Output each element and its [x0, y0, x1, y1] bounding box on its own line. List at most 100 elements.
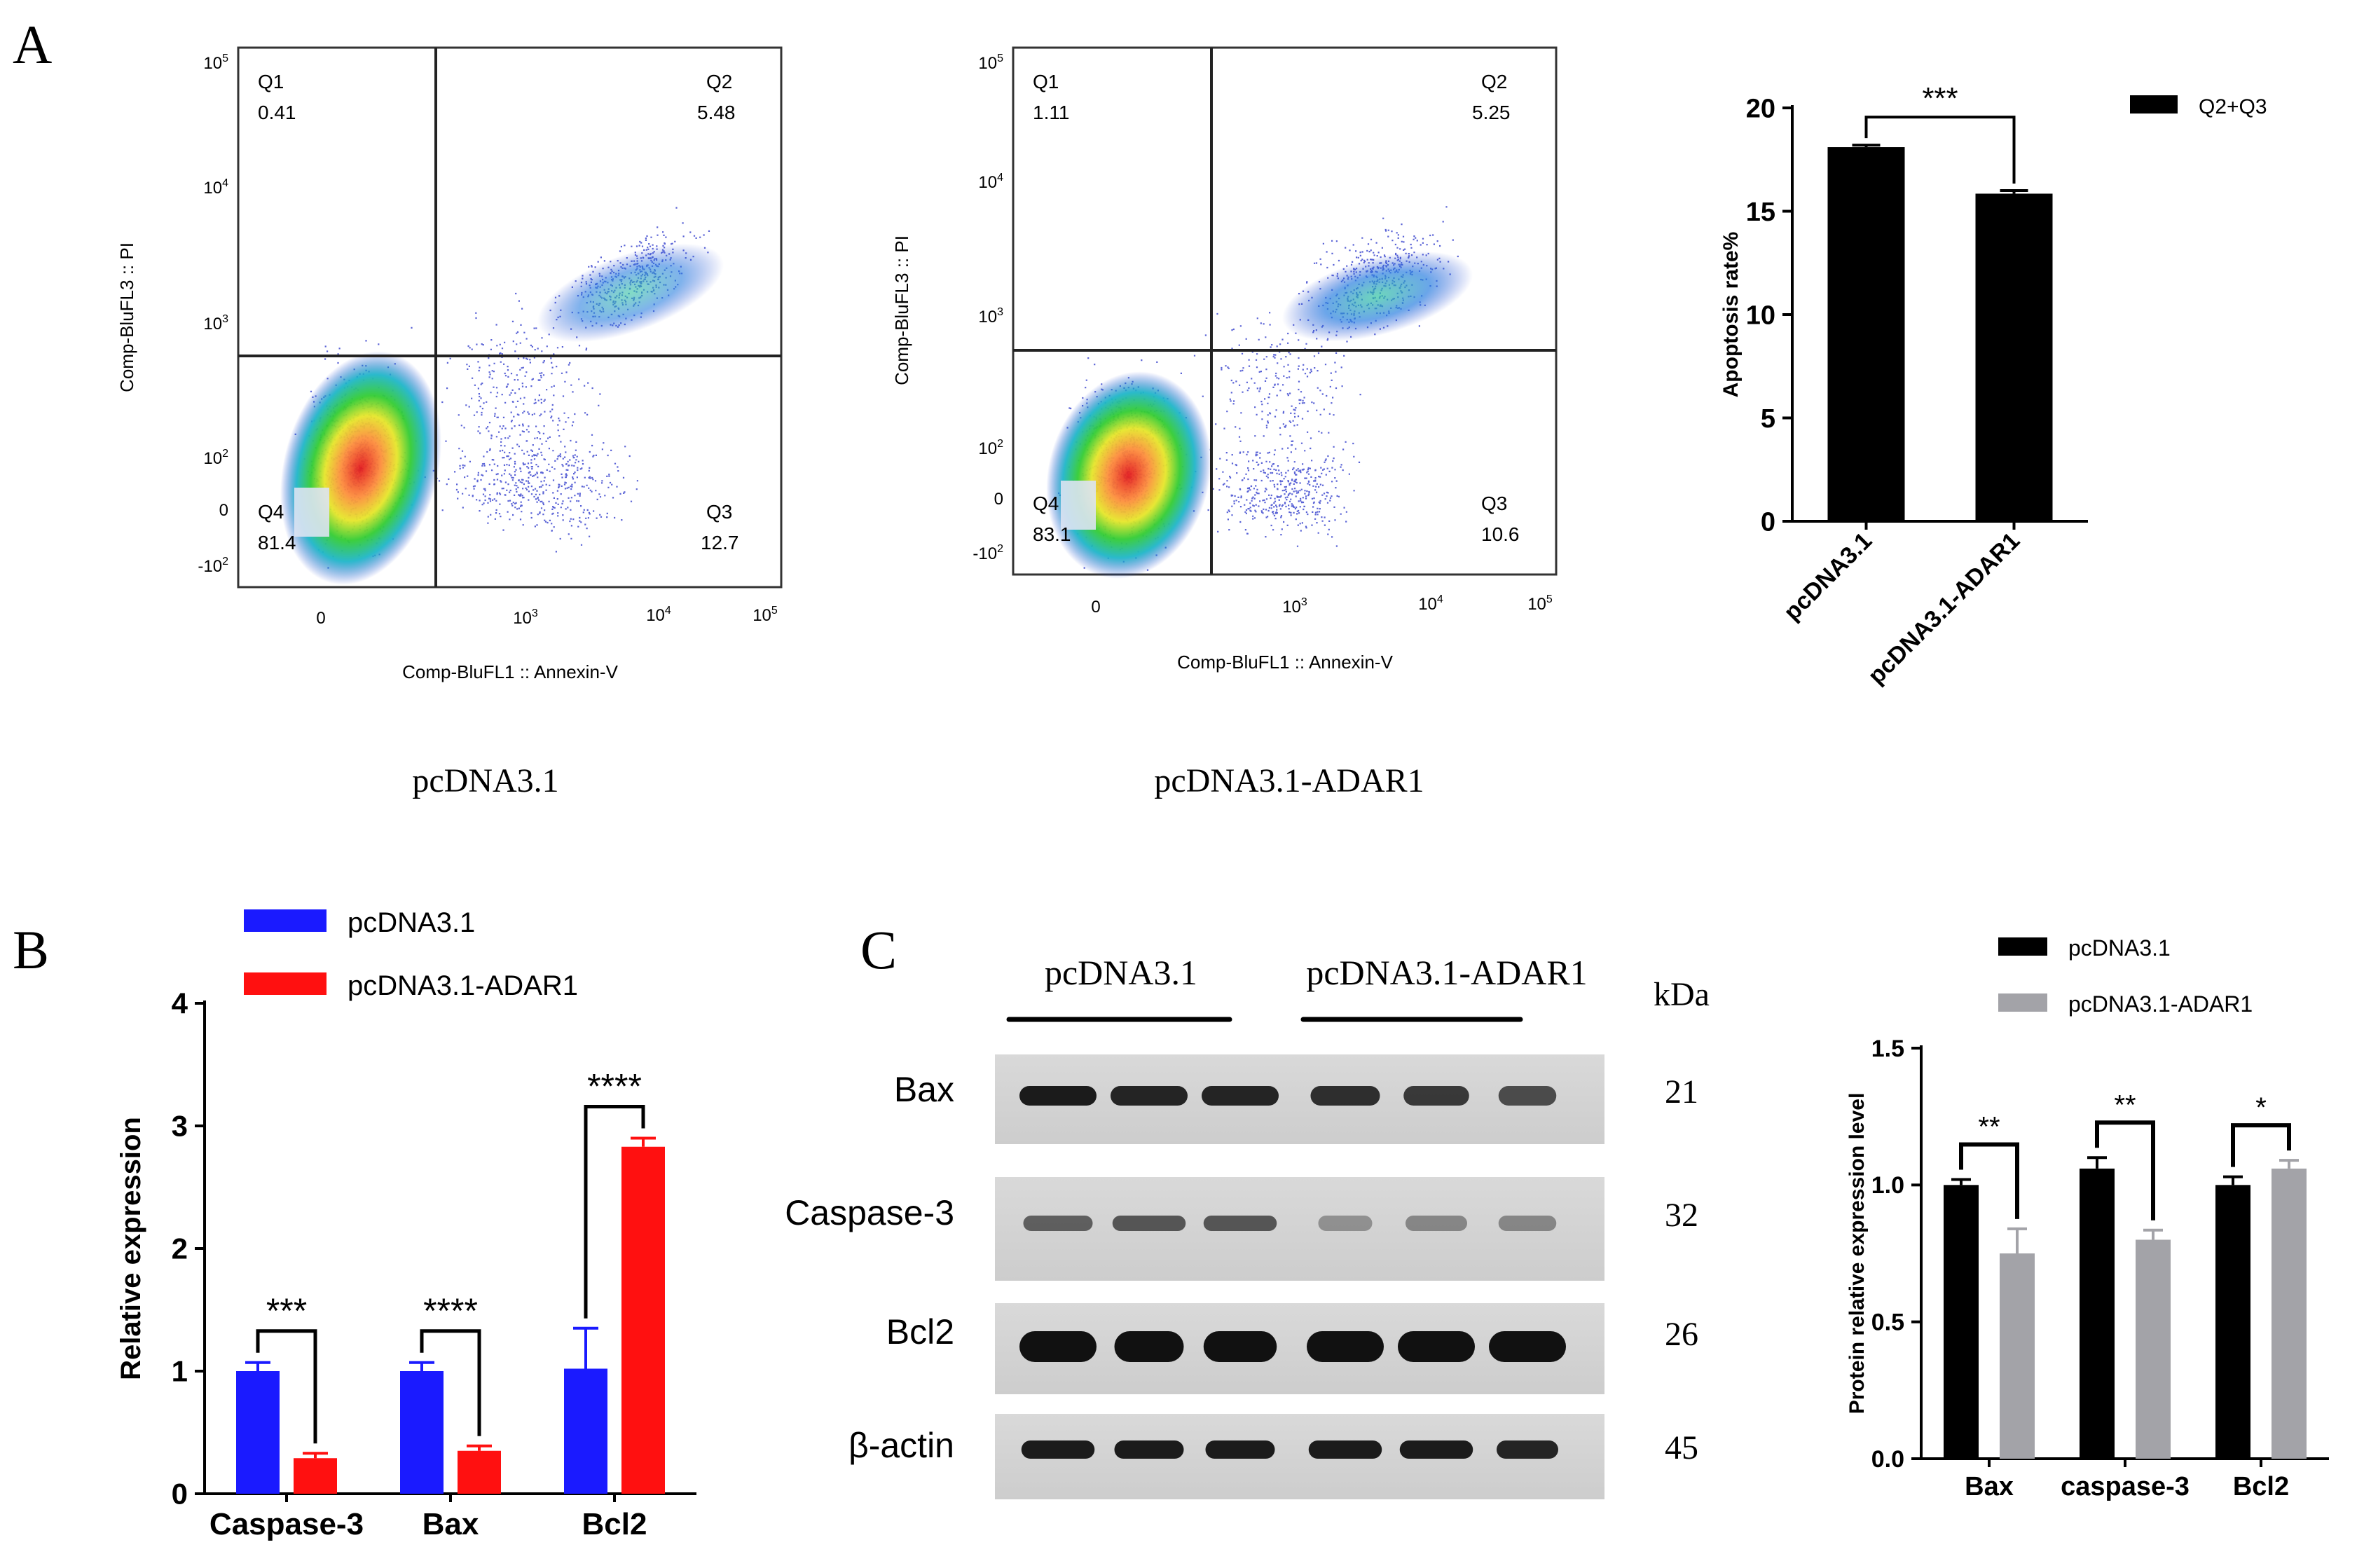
flow-plot-frame: [237, 46, 783, 589]
flow-ytick: 103: [978, 306, 1003, 326]
flow-caption-adar1: pcDNA3.1-ADAR1: [1154, 762, 1424, 799]
bar: [621, 1146, 665, 1494]
flow-q2-value: 5.48: [697, 102, 736, 123]
blot-band: [1403, 1086, 1469, 1106]
significance-label: ***: [1922, 81, 1958, 116]
legend-swatch: [2130, 95, 2178, 114]
significance-label: ****: [587, 1067, 642, 1106]
flow-plot-adar1: Q1 1.11 Q2 5.25 Q3 10.6 Q4 83.1 105 104 …: [891, 46, 1558, 673]
blot-group-label: pcDNA3.1: [1045, 953, 1197, 992]
legend-swatch: [1998, 993, 2047, 1012]
significance-label: **: [2114, 1089, 2136, 1120]
flow-ytick: 105: [203, 53, 228, 73]
blot-size-label: 45: [1665, 1429, 1698, 1466]
legend-label: pcDNA3.1: [2068, 935, 2171, 961]
y-tick-label: 3: [172, 1110, 188, 1143]
flow-q2-name: Q2: [1481, 71, 1507, 92]
x-tick-label: Bcl2: [2233, 1472, 2289, 1501]
y-tick-label: 1: [172, 1355, 188, 1388]
legend-label: Q2+Q3: [2199, 95, 2267, 118]
flow-ytick: 103: [203, 313, 228, 333]
flow-xtick: 0: [1091, 598, 1100, 617]
flow-density-core: [1046, 371, 1211, 579]
blot-band: [1318, 1216, 1373, 1231]
blot-group-label: pcDNA3.1-ADAR1: [1306, 953, 1587, 992]
flow-ytick: 104: [978, 172, 1003, 192]
apoptosis-chart: 0 5 10 15 20 Apoptosis rate% pcDNA3.1 *** pcDNA3…: [1719, 81, 2267, 689]
significance-bracket: [2231, 1123, 2291, 1167]
blot-band: [1307, 1331, 1384, 1362]
blot-band: [1399, 1440, 1473, 1459]
protein-expression-chart: 0.0 0.5 1.0 1.5 Protein relative expression …: [1846, 935, 2329, 1501]
panel-label-b: B: [13, 919, 49, 980]
panel-label-c: C: [860, 919, 897, 980]
blot-band: [1398, 1331, 1475, 1362]
flow-y-ticks: 105 104 103 102 0 -102: [973, 53, 1003, 563]
x-tick-label: Bcl2: [582, 1507, 647, 1541]
bar: [2215, 1185, 2250, 1459]
flow-q1-value: 0.41: [258, 102, 296, 123]
flow-plot-pcdna: Q1 0.41 Q2 5.48 Q3 12.7 Q4 81.4 105 104 …: [116, 46, 783, 682]
bar: [564, 1368, 607, 1494]
blot-band: [1202, 1086, 1279, 1106]
significance-bracket: [420, 1329, 481, 1436]
flow-density-upper: [1282, 251, 1473, 342]
y-tick-label: 1.0: [1871, 1172, 1904, 1199]
flow-q2-value: 5.25: [1472, 102, 1511, 123]
flow-xlabel: Comp-BluFL1 :: Annexin-V: [402, 661, 618, 682]
bar: [294, 1458, 337, 1494]
legend-swatch: [244, 972, 327, 995]
legend-label: pcDNA3.1-ADAR1: [2068, 991, 2253, 1017]
bar: [2000, 1253, 2035, 1459]
y-tick-label: 5: [1761, 404, 1775, 434]
x-tick-label: Bax: [422, 1507, 479, 1541]
bar: [1827, 147, 1905, 522]
panel-label-a: A: [13, 14, 52, 75]
blot-band: [1112, 1216, 1186, 1231]
blot-size-label: 26: [1665, 1316, 1698, 1353]
western-blot: pcDNA3.1 pcDNA3.1-ADAR1 kDa Bax 21 Caspase…: [785, 953, 1710, 1499]
flow-xtick: 103: [1282, 596, 1307, 617]
blot-band: [1308, 1440, 1382, 1459]
blot-strip: [995, 1177, 1604, 1281]
flow-xtick: 103: [513, 607, 538, 628]
y-tick-label: 0: [172, 1478, 188, 1511]
flow-gate-box: [1061, 481, 1096, 530]
flow-q3-name: Q3: [706, 501, 732, 523]
flow-ytick: 105: [978, 53, 1003, 73]
y-tick-label: 10: [1746, 301, 1775, 330]
blot-band: [1114, 1331, 1184, 1362]
legend-swatch: [1998, 937, 2047, 956]
blot-band: [1111, 1086, 1188, 1106]
bar: [1975, 193, 2053, 521]
blot-protein-label: Caspase-3: [785, 1193, 954, 1232]
flow-ytick: -102: [198, 556, 228, 576]
blot-band: [1019, 1086, 1097, 1106]
blot-band: [1498, 1216, 1557, 1231]
y-axis-label: Protein relative expression level: [1846, 1093, 1869, 1415]
flow-y-ticks: 105 104 103 102 0 -102: [198, 53, 228, 576]
flow-gate-box: [294, 488, 329, 537]
blot-band: [1203, 1216, 1277, 1231]
flow-xtick: 105: [752, 605, 778, 625]
flow-caption-pcdna: pcDNA3.1: [412, 762, 558, 799]
blot-size-label: 32: [1665, 1197, 1698, 1234]
blot-band: [1021, 1440, 1095, 1459]
blot-protein-label: β-actin: [848, 1426, 954, 1465]
significance-label: ***: [266, 1291, 307, 1330]
y-tick-label: 0: [1761, 507, 1775, 537]
bar: [236, 1371, 280, 1494]
bar: [2080, 1168, 2115, 1459]
flow-q2-name: Q2: [706, 71, 732, 92]
bar: [1944, 1185, 1979, 1459]
flow-ytick: 104: [203, 177, 228, 198]
significance-label: **: [1978, 1112, 2000, 1143]
significance-bracket: [1864, 116, 2016, 184]
flow-ylabel: Comp-BluFL3 :: PI: [891, 235, 912, 385]
legend-label: pcDNA3.1-ADAR1: [348, 970, 578, 1001]
blot-protein-label: Bcl2: [886, 1312, 954, 1352]
bar: [2136, 1239, 2171, 1459]
blot-band: [1498, 1086, 1557, 1106]
flow-q1-value: 1.11: [1033, 102, 1069, 123]
flow-ytick: 0: [219, 501, 228, 520]
